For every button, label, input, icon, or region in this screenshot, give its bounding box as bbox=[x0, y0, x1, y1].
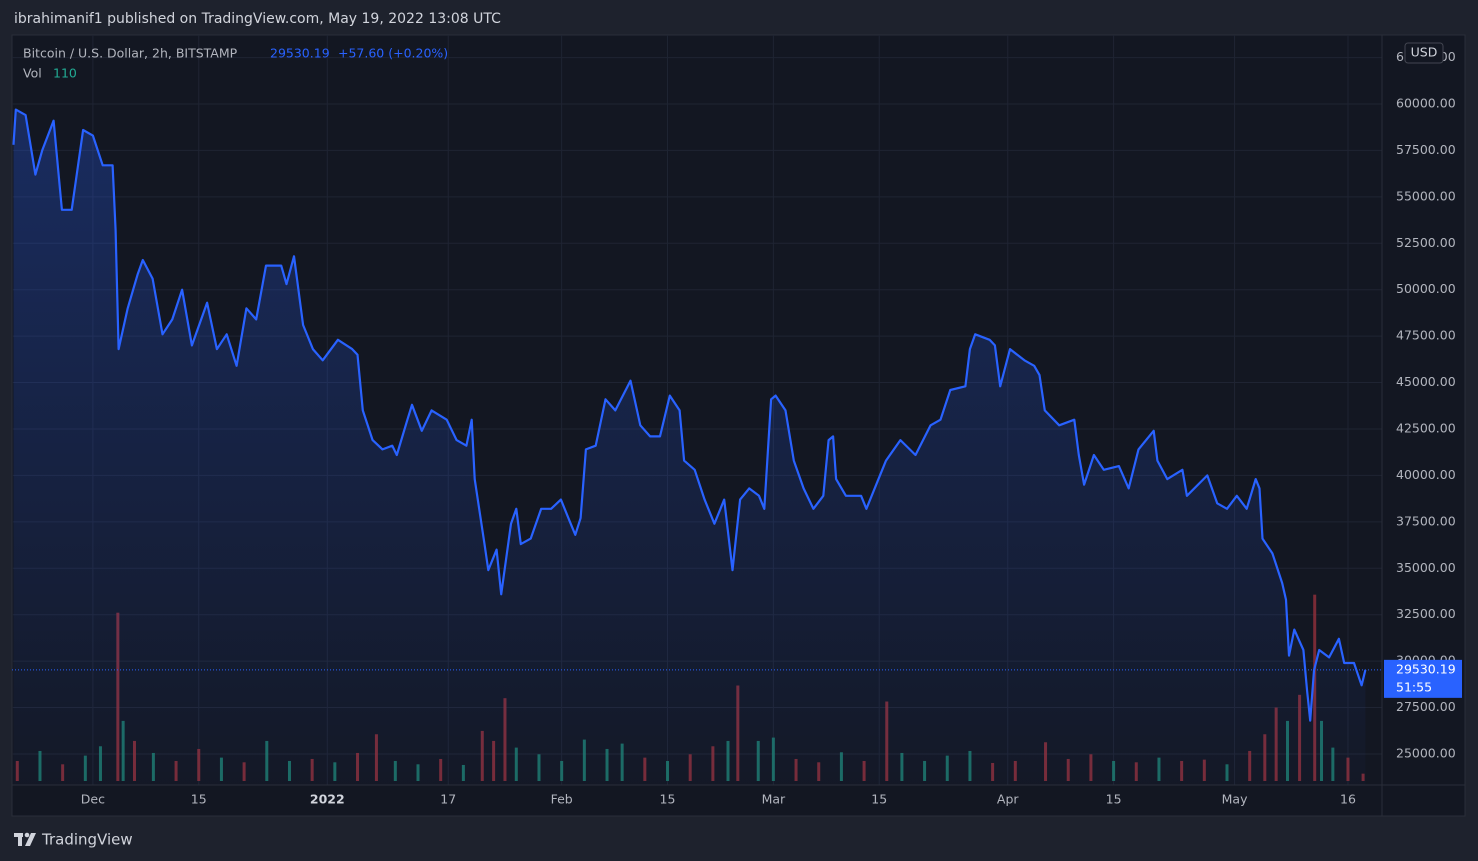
last-price-box bbox=[1384, 659, 1462, 698]
last-price-label: 29530.19 bbox=[1396, 661, 1456, 676]
x-tick-label: 15 bbox=[1106, 792, 1122, 807]
y-tick-label: 55000.00 bbox=[1396, 188, 1456, 203]
header: ibrahimanif1 published on TradingView.co… bbox=[14, 11, 501, 27]
price-line bbox=[12, 108, 1367, 722]
countdown: 51:55 bbox=[1396, 679, 1432, 694]
price-change: +57.60 (+0.20%) bbox=[338, 46, 448, 61]
x-tick-label: Feb bbox=[551, 792, 573, 807]
x-tick-label: 15 bbox=[660, 792, 676, 807]
x-tick-label: 2022 bbox=[310, 792, 345, 807]
last-volume: 110 bbox=[53, 66, 77, 81]
symbol-legend: Bitcoin / U.S. Dollar, 2h, BITSTAMP bbox=[23, 46, 238, 61]
y-tick-label: 27500.00 bbox=[1396, 699, 1456, 714]
y-tick-label: 47500.00 bbox=[1396, 328, 1456, 343]
volume-legend: Vol bbox=[23, 66, 42, 81]
x-tick-label: Apr bbox=[997, 792, 1019, 807]
logo-text: TradingView bbox=[41, 831, 133, 849]
x-tick-label: Mar bbox=[762, 792, 786, 807]
y-tick-label: 40000.00 bbox=[1396, 467, 1456, 482]
area-fill bbox=[13, 109, 1366, 786]
x-tick-label: 15 bbox=[191, 792, 207, 807]
y-tick-label: 50000.00 bbox=[1396, 281, 1456, 296]
currency-badge[interactable] bbox=[1404, 42, 1444, 64]
x-tick-label: Dec bbox=[81, 792, 105, 807]
y-tick-label: 37500.00 bbox=[1396, 513, 1456, 528]
x-tick-label: 16 bbox=[1340, 792, 1356, 807]
y-tick-label: 25000.00 bbox=[1396, 745, 1456, 760]
x-tick-label: May bbox=[1222, 792, 1248, 807]
y-tick-label: 45000.00 bbox=[1396, 374, 1456, 389]
logo-icon bbox=[14, 832, 36, 846]
y-tick-label: 57500.00 bbox=[1396, 142, 1456, 157]
y-tick-label: 35000.00 bbox=[1396, 560, 1456, 575]
currency: USD bbox=[1411, 45, 1438, 60]
y-tick-label: 52500.00 bbox=[1396, 235, 1456, 250]
x-tick-label: 15 bbox=[871, 792, 887, 807]
y-tick-label: 60000.00 bbox=[1396, 95, 1456, 110]
x-tick-label: 17 bbox=[440, 792, 456, 807]
y-tick-label: 42500.00 bbox=[1396, 420, 1456, 435]
last-price: 29530.19 bbox=[270, 46, 330, 61]
y-tick-label: 32500.00 bbox=[1396, 606, 1456, 621]
